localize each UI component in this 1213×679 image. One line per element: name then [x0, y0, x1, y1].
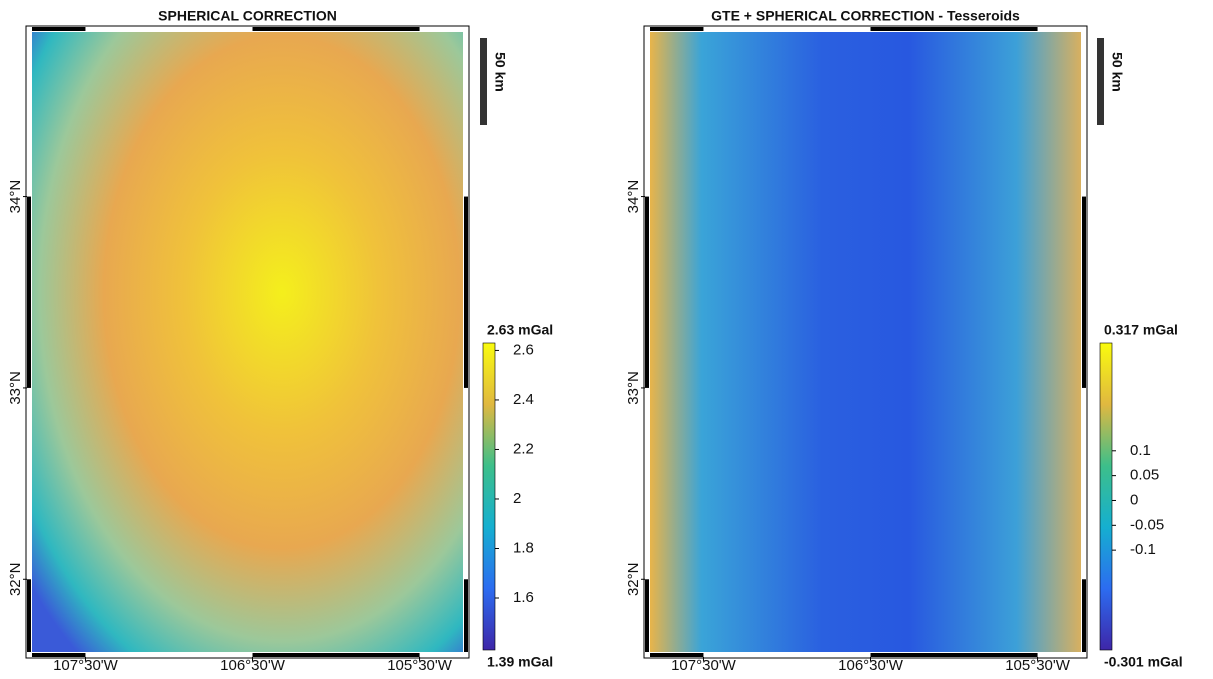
colorbar-tick-label: -0.05	[1130, 516, 1164, 533]
y-tick-label: 32°N	[7, 563, 24, 597]
frame-segment	[1082, 579, 1086, 652]
panel-title: GTE + SPHERICAL CORRECTION - Tesseroids	[711, 8, 1020, 24]
frame-segment	[253, 27, 420, 31]
frame-segment	[871, 27, 1038, 31]
y-tick-label: 34°N	[625, 180, 642, 214]
y-tick-label: 33°N	[7, 371, 24, 405]
frame-segment	[464, 197, 468, 388]
frame-segment	[1082, 197, 1086, 388]
y-tick-label: 32°N	[625, 563, 642, 597]
frame-segment	[645, 197, 649, 388]
x-tick-label: 106°30'W	[220, 657, 286, 674]
map-image	[32, 32, 463, 652]
panel-title: SPHERICAL CORRECTION	[158, 8, 337, 24]
colorbar-tick-label: 2.6	[513, 341, 534, 358]
x-tick-label: 107°30'W	[671, 657, 737, 674]
colorbar-tick-label: -0.1	[1130, 541, 1156, 558]
frame-segment	[32, 27, 85, 31]
frame-segment	[27, 197, 31, 388]
colorbar-tick-label: 2.2	[513, 440, 534, 457]
y-tick-label: 34°N	[7, 180, 24, 214]
colorbar-tick-label: 1.6	[513, 589, 534, 606]
colorbar-min-label: -0.301 mGal	[1104, 654, 1183, 670]
colorbar-max-label: 2.63 mGal	[487, 322, 553, 338]
map-image	[650, 32, 1081, 652]
colorbar-tick-label: 0.1	[1130, 442, 1151, 459]
x-tick-label: 105°30'W	[1005, 657, 1071, 674]
colorbar	[1100, 343, 1112, 650]
frame-segment	[645, 579, 649, 652]
colorbar-tick-label: 2	[513, 490, 521, 507]
figure: SPHERICAL CORRECTION 107°30'W 106°30'W 105°…	[0, 0, 1213, 679]
colorbar-tick-label: 0.05	[1130, 467, 1159, 484]
x-tick-label: 106°30'W	[838, 657, 904, 674]
frame-segment	[650, 27, 703, 31]
colorbar-tick-label: 2.4	[513, 391, 534, 408]
scale-bar-label: 50 km	[492, 52, 508, 92]
y-tick-label: 33°N	[625, 371, 642, 405]
x-tick-label: 105°30'W	[387, 657, 453, 674]
colorbar-min-label: 1.39 mGal	[487, 654, 553, 670]
frame-segment	[27, 579, 31, 652]
colorbar-max-label: 0.317 mGal	[1104, 322, 1178, 338]
frame-segment	[464, 579, 468, 652]
x-tick-label: 107°30'W	[53, 657, 119, 674]
colorbar-tick-label: 0	[1130, 491, 1138, 508]
colorbar	[483, 343, 495, 650]
scale-bar	[1097, 38, 1104, 125]
colorbar-tick-label: 1.8	[513, 539, 534, 556]
scale-bar	[480, 38, 487, 125]
scale-bar-label: 50 km	[1109, 52, 1125, 92]
